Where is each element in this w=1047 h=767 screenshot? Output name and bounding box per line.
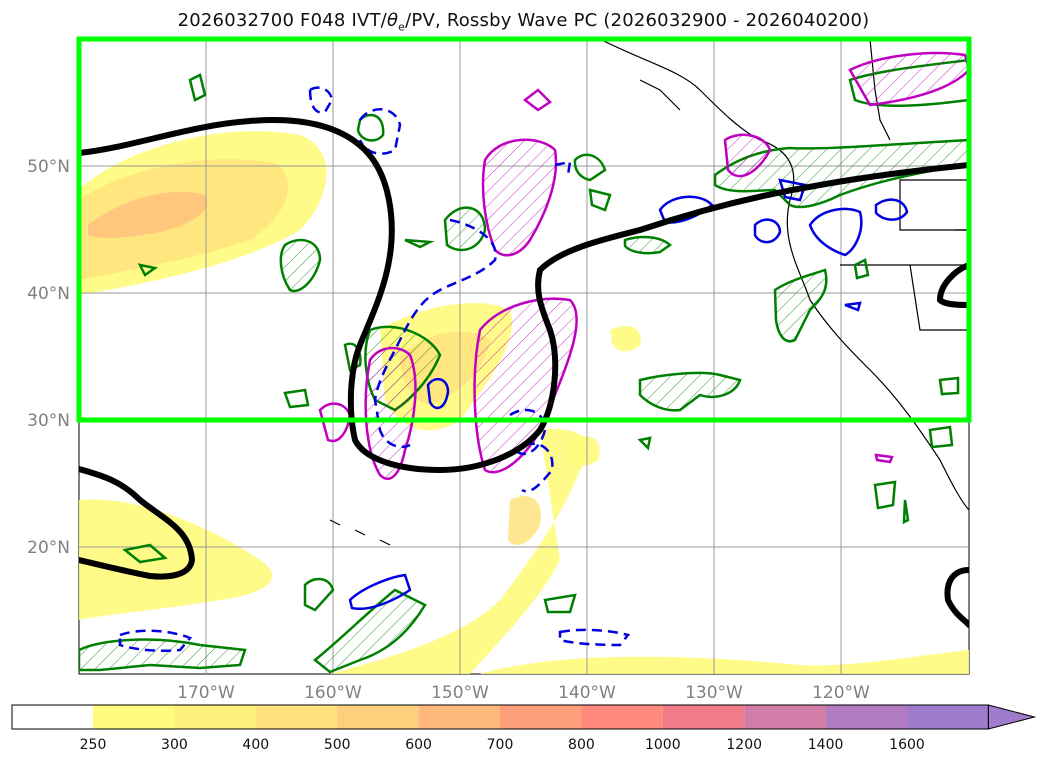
- colorbar-tick-label: 1200: [726, 737, 762, 753]
- colorbar: 250 300 400 500 600 700 800 1000 1200 1400 1600: [11, 704, 1037, 753]
- lon-label-160w: 160°W: [304, 683, 362, 703]
- colorbar-segment: [174, 705, 256, 729]
- colorbar-segment: [907, 705, 989, 729]
- colorbar-tick-label: 250: [80, 737, 107, 753]
- colorbar-outline: [11, 704, 989, 730]
- colorbar-tick-label: 1400: [808, 737, 844, 753]
- lat-label-20: 20°N: [27, 538, 70, 558]
- lon-label-150w: 150°W: [431, 683, 489, 703]
- lat-label-50: 50°N: [27, 157, 70, 177]
- title-prefix: 2026032700 F048 IVT/: [177, 10, 387, 31]
- lon-labels: 170°W 160°W 150°W 140°W 130°W 120°W: [177, 683, 870, 703]
- colorbar-segment: [12, 705, 93, 729]
- lon-label-130w: 130°W: [685, 683, 743, 703]
- title-suffix: /PV, Rossby Wave PC (2026032900 - 202604…: [405, 10, 870, 31]
- colorbar-tick-label: 1000: [645, 737, 681, 753]
- ivt-contours-blue: [348, 178, 909, 611]
- lon-label-170w: 170°W: [177, 683, 235, 703]
- colorbar-segment: [337, 705, 419, 729]
- colorbar-tick-label: 800: [568, 737, 595, 753]
- coastlines: [329, 39, 969, 546]
- colorbar-tick-label: 1600: [889, 737, 925, 753]
- colorbar-segment: [744, 705, 826, 729]
- ivt-contours-blue-dashed: [118, 86, 631, 653]
- theta-e-contours: [79, 58, 969, 674]
- lat-label-40: 40°N: [27, 284, 70, 304]
- rossby-wave-contours: [79, 117, 969, 628]
- colorbar-tick-label: 400: [242, 737, 269, 753]
- colorbar-tick-label: 500: [324, 737, 351, 753]
- lon-label-140w: 140°W: [558, 683, 616, 703]
- title-theta: θ: [386, 10, 399, 31]
- lat-label-30: 30°N: [27, 411, 70, 431]
- colorbar-segment: [93, 705, 175, 729]
- colorbar-segment: [255, 705, 338, 729]
- colorbar-tick-label: 700: [487, 737, 514, 753]
- highlight-box: [76, 36, 972, 423]
- colorbar-segment: [581, 705, 663, 729]
- colorbar-tick-label: 600: [405, 737, 432, 753]
- lat-labels: 50°N 40°N 30°N 20°N: [27, 157, 70, 558]
- colorbar-segment: [418, 705, 500, 729]
- title-subscript: e: [398, 20, 406, 34]
- colorbar-segment: [825, 705, 907, 729]
- colorbar-extend-arrow: [987, 704, 1037, 730]
- colorbar-tick-label: 300: [161, 737, 188, 753]
- colorbar-segment: [500, 705, 582, 729]
- map-title: 2026032700 F048 IVT/θe/PV, Rossby Wave P…: [0, 10, 1047, 34]
- colorbar-segment: [662, 705, 745, 729]
- lon-label-120w: 120°W: [812, 683, 870, 703]
